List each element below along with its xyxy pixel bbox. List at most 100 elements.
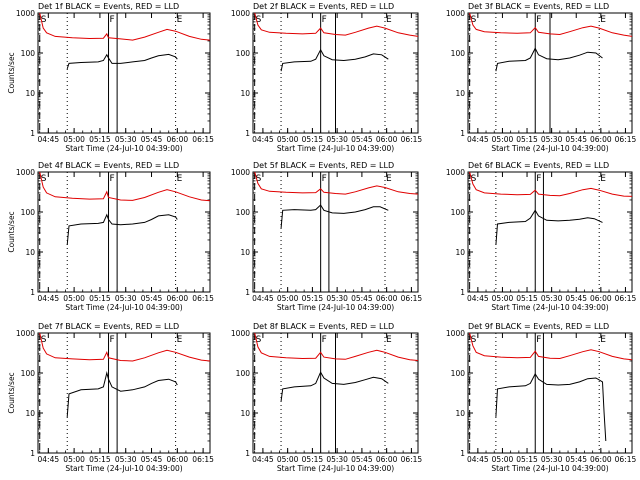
y-tick-label: 10 [240,248,250,257]
detector-panel: Det 6f BLACK = Events, RED = LLD 1 10 100 10… [446,161,637,312]
y-tick-label: 1 [460,449,465,458]
x-tick-label: 05:45 [141,294,163,303]
y-tick-label: 1000 [16,329,35,338]
y-tick-label: 1 [245,129,250,138]
lld-series-line [469,332,633,361]
x-tick-label: 06:00 [376,294,398,303]
x-tick-label: 05:45 [565,455,587,464]
x-tick-label: 05:30 [115,294,137,303]
x-tick-label: 05:30 [326,135,348,144]
y-tick-label: 100 [236,369,251,378]
time-marker-label: S [41,335,47,345]
panel-title: Det 3f BLACK = Events, RED = LLD [468,2,609,11]
time-marker-label: E [600,335,606,345]
y-tick-label: 10 [25,409,35,418]
x-tick-label: 05:00 [277,135,299,144]
plot-frame [37,332,211,454]
y-tick-label: 1000 [16,9,35,18]
x-tick-label: 05:30 [541,135,563,144]
time-marker-label: E [600,174,606,184]
x-tick-label: 05:45 [565,294,587,303]
time-marker-label: S [471,335,477,345]
time-marker-label: S [41,15,47,25]
x-tick-label: 05:30 [326,455,348,464]
x-tick-label: 05:30 [541,294,563,303]
x-tick-label: 05:00 [277,294,299,303]
x-axis-label: Start Time (24-Jul-10 04:39:00) [277,144,394,153]
y-tick-label: 10 [240,89,250,98]
x-tick-label: 05:45 [351,135,373,144]
events-series-line [66,53,178,70]
x-tick-label: 05:45 [351,455,373,464]
plot-frame [252,171,419,293]
y-tick-label: 10 [240,409,250,418]
x-tick-label: 05:00 [492,455,514,464]
x-tick-label: 06:00 [590,294,612,303]
x-axis-label: Start Time (24-Jul-10 04:39:00) [277,464,394,473]
time-marker-label: E [386,174,392,184]
x-tick-label: 04:45 [38,135,60,144]
y-tick-label: 10 [25,89,35,98]
x-tick-label: 05:15 [89,294,111,303]
time-marker-label: F [536,174,541,184]
time-marker-label: F [536,335,541,345]
time-marker-label: S [41,174,47,184]
y-axis-label: Counts/sec [7,52,16,93]
detector-panel: Det 7f BLACK = Events, RED = LLD 1 10 100 10… [7,322,214,473]
x-tick-label: 05:00 [492,135,514,144]
x-tick-label: 04:45 [252,294,274,303]
x-tick-label: 05:30 [326,294,348,303]
y-tick-label: 1 [245,288,250,297]
y-axis-label: Counts/sec [7,211,16,252]
y-tick-label: 1000 [446,9,465,18]
y-tick-label: 1 [30,288,35,297]
y-tick-label: 100 [451,369,466,378]
y-tick-label: 1000 [16,168,35,177]
x-tick-label: 06:00 [376,135,398,144]
y-tick-label: 100 [21,208,36,217]
plot-frame [467,332,633,454]
lld-series-line [254,12,419,37]
y-tick-label: 1 [30,449,35,458]
x-tick-label: 06:15 [401,294,423,303]
lld-series-line [39,332,211,362]
plot-frame [37,12,211,134]
x-tick-label: 04:45 [252,455,274,464]
x-tick-label: 05:45 [565,135,587,144]
panel-title: Det 1f BLACK = Events, RED = LLD [38,2,179,11]
x-tick-label: 05:15 [302,455,324,464]
events-series-line [66,371,178,417]
x-axis-label: Start Time (24-Jul-10 04:39:00) [491,144,608,153]
x-tick-label: 05:00 [63,135,85,144]
x-tick-label: 05:00 [63,455,85,464]
lld-series-line [39,171,211,202]
panel-title: Det 5f BLACK = Events, RED = LLD [253,161,394,170]
x-tick-label: 06:15 [401,455,423,464]
x-tick-label: 06:15 [192,294,214,303]
x-tick-label: 06:15 [615,294,637,303]
time-marker-label: S [471,174,477,184]
events-series-line [280,48,389,72]
y-tick-label: 100 [451,208,466,217]
y-tick-label: 1000 [231,329,250,338]
x-tick-label: 05:00 [492,294,514,303]
x-tick-label: 06:00 [167,455,189,464]
time-marker-label: E [177,335,183,345]
x-axis-label: Start Time (24-Jul-10 04:39:00) [491,464,608,473]
detector-panel: Det 9f BLACK = Events, RED = LLD 1 10 100 10… [446,322,637,473]
y-tick-label: 1 [460,129,465,138]
y-tick-label: 100 [236,208,251,217]
detector-panel: Det 5f BLACK = Events, RED = LLD 1 10 100 10… [231,161,423,312]
time-marker-label: F [110,335,115,345]
x-tick-label: 06:15 [401,135,423,144]
x-tick-label: 05:45 [141,455,163,464]
x-tick-label: 05:15 [516,294,538,303]
lld-series-line [254,332,419,361]
panel-title: Det 4f BLACK = Events, RED = LLD [38,161,179,170]
panel-title: Det 8f BLACK = Events, RED = LLD [253,322,394,331]
time-marker-label: S [256,335,262,345]
panel-title: Det 9f BLACK = Events, RED = LLD [468,322,609,331]
x-tick-label: 05:15 [89,455,111,464]
detector-panel: Det 2f BLACK = Events, RED = LLD 1 10 100 10… [231,2,423,153]
lld-series-line [39,12,211,41]
